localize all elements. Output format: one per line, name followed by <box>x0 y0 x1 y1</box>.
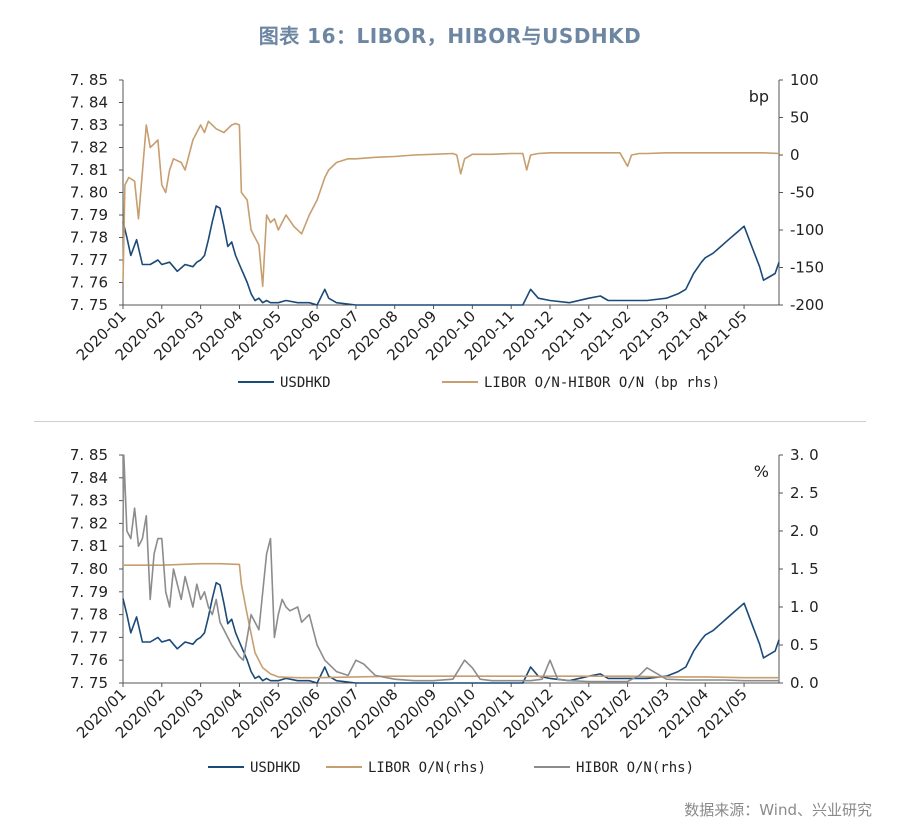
y-left-tick-label: 7. 82 <box>70 514 108 532</box>
chart-title: 图表 16：LIBOR，HIBOR与USDHKD <box>258 24 642 48</box>
y-right-tick-label: -100 <box>790 221 824 239</box>
y-left-tick-label: 7. 79 <box>70 206 108 224</box>
series-line-usdhkd <box>122 205 780 306</box>
y-left-tick-label: 7. 76 <box>70 274 108 292</box>
legend-label: LIBOR O/N-HIBOR O/N (bp rhs) <box>484 375 720 391</box>
y-left-tick-label: 7. 77 <box>70 251 108 269</box>
y-left-tick-label: 7. 76 <box>70 651 108 669</box>
series-line-libor-o-n-hibor-o-n-bp-rhs- <box>122 120 780 288</box>
y-left-tick-label: 7. 79 <box>70 583 108 601</box>
source-note: 数据来源：Wind、兴业研究 <box>684 801 872 819</box>
right-axis-unit: bp <box>749 87 769 106</box>
y-right-tick-label: 2. 5 <box>790 484 819 502</box>
y-right-tick-label: -150 <box>790 259 824 277</box>
y-right-tick-label: -50 <box>790 184 815 202</box>
legend-label: USDHKD <box>280 375 331 391</box>
y-left-tick-label: 7. 82 <box>70 139 108 157</box>
y-left-tick-label: 7. 81 <box>70 161 108 179</box>
y-left-tick-label: 7. 81 <box>70 537 108 555</box>
y-left-tick-label: 7. 75 <box>70 296 108 314</box>
chart-libor-hibor-spread: 7. 85 7. 84 7. 83 7. 82 7. 81 7. 80 7. 79 7. 78… <box>70 71 824 391</box>
series-line-hibor-o-n-rhs- <box>122 454 779 683</box>
y-right-tick-label: 50 <box>790 109 809 127</box>
y-left-tick-label: 7. 85 <box>70 71 108 89</box>
series-line-libor-o-n-rhs- <box>123 562 779 679</box>
y-right-tick-label: 2. 0 <box>790 522 819 540</box>
legend-label: USDHKD <box>250 760 301 776</box>
y-right-tick-label: -200 <box>790 296 824 314</box>
y-left-tick-label: 7. 77 <box>70 628 108 646</box>
y-left-tick-label: 7. 84 <box>70 469 108 487</box>
y-right-tick-label: 0 <box>790 146 800 164</box>
y-right-tick-label: 100 <box>790 71 819 89</box>
y-right-tick-label: 3. 0 <box>790 446 819 464</box>
y-left-tick-label: 7. 75 <box>70 674 108 692</box>
legend-label: HIBOR O/N(rhs) <box>576 760 694 776</box>
y-left-tick-label: 7. 85 <box>70 446 108 464</box>
series-line-usdhkd <box>122 581 780 684</box>
y-left-tick-label: 7. 78 <box>70 229 108 247</box>
chart-divider <box>34 421 866 422</box>
y-right-tick-label: 0. 0 <box>790 674 819 692</box>
y-left-tick-label: 7. 83 <box>70 116 108 134</box>
y-right-tick-label: 1. 5 <box>790 560 819 578</box>
y-left-tick-label: 7. 80 <box>70 184 108 202</box>
y-left-tick-label: 7. 78 <box>70 606 108 624</box>
y-left-tick-label: 7. 83 <box>70 492 108 510</box>
chart-libor-hibor-rates: 7. 85 7. 84 7. 83 7. 82 7. 81 7. 80 7. 79 7. 78… <box>70 446 819 776</box>
right-axis-unit: % <box>754 462 769 481</box>
y-left-tick-label: 7. 84 <box>70 94 108 112</box>
legend-label: LIBOR O/N(rhs) <box>368 760 486 776</box>
y-right-tick-label: 0. 5 <box>790 636 819 654</box>
y-left-tick-label: 7. 80 <box>70 560 108 578</box>
y-right-tick-label: 1. 0 <box>790 598 819 616</box>
